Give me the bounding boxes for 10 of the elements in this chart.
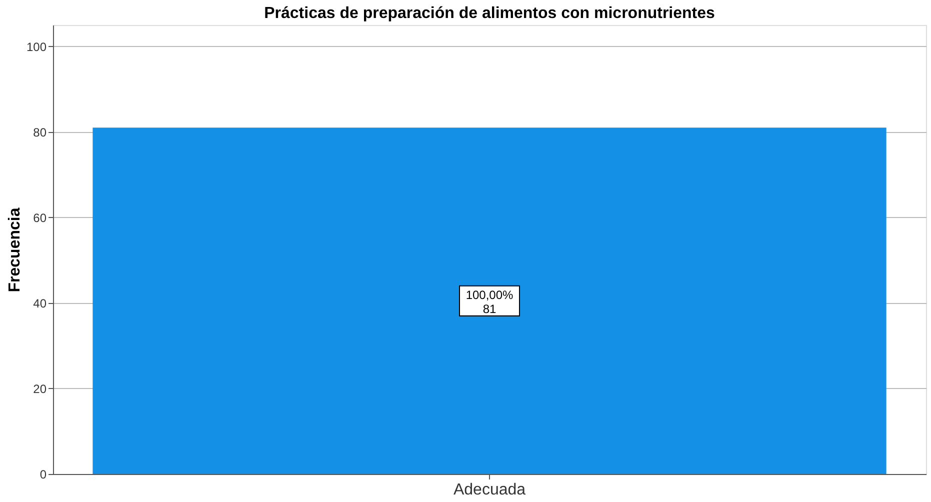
y-tick-label: 40 [33,296,47,310]
x-tick-label: Adecuada [453,482,526,498]
y-tick-label: 0 [40,468,47,482]
y-tick-label: 100 [26,40,47,54]
y-axis-title: Frecuencia [6,208,24,292]
y-tick-label: 80 [33,125,47,140]
data-label: 100,00% 81 [466,288,514,316]
chart-title: Prácticas de preparación de alimentos con micronutrientes [264,5,716,22]
y-tick-label: 60 [33,210,47,225]
y-tick-label: 20 [33,382,47,396]
